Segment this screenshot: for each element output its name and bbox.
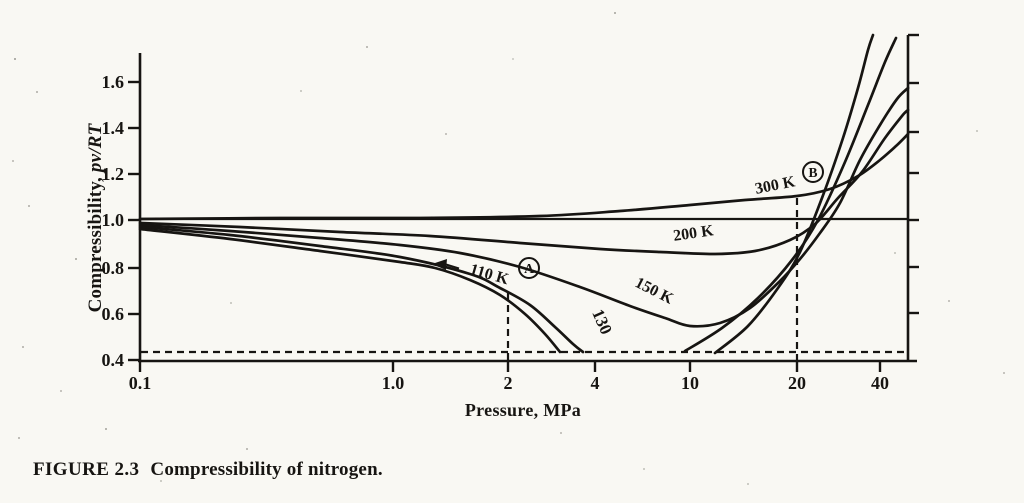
curve-150K (138, 86, 910, 328)
curve-110K-vapor (138, 227, 562, 354)
y-axis-title: Compressibility, pv/RT (83, 88, 109, 348)
y-tick-label-1.4: 1.4 (102, 118, 125, 138)
curve-200K (138, 108, 910, 256)
y-axis-title-math: pv/RT (85, 123, 106, 173)
y-tick-label-0.8: 0.8 (102, 258, 125, 278)
x-tick-label-0.1: 0.1 (129, 373, 152, 393)
curve-300K (138, 132, 910, 221)
figure-number: FIGURE 2.3 (33, 459, 140, 480)
label-200K: 200 K (672, 222, 715, 245)
y-axis-title-text: Compressibility, (85, 172, 106, 313)
label-150K: 150 K (632, 274, 676, 308)
arrow-110K-shaft (445, 263, 460, 270)
x-tick-label-40: 40 (871, 373, 889, 393)
y-tick-label-0.6: 0.6 (102, 304, 125, 324)
caption-text: Compressibility of nitrogen. (150, 459, 383, 480)
state-point-B-circle (802, 161, 824, 183)
x-tick-label-2: 2 (504, 373, 513, 393)
x-tick-label-4: 4 (591, 373, 600, 393)
x-axis-title: Pressure, MPa (464, 400, 582, 420)
curve-110K-liquid (713, 33, 875, 355)
x-tick-label-20: 20 (788, 373, 806, 393)
curve-130-liquid (683, 36, 898, 353)
state-point-A-circle (518, 257, 540, 279)
x-tick-label-1.0: 1.0 (382, 373, 405, 393)
y-tick-label-0.4: 0.4 (102, 350, 125, 370)
arrow-110K-head (432, 259, 447, 270)
label-110K: 110 K (468, 261, 511, 288)
curve-130-vapor (138, 225, 585, 354)
state-point-B-letter: B (808, 165, 817, 180)
state-point-A-letter: A (524, 261, 534, 276)
label-300K: 300 K (754, 173, 797, 198)
x-tick-label-10: 10 (681, 373, 699, 393)
label-130: 130 (588, 306, 616, 337)
y-tick-label-1.0: 1.0 (102, 210, 125, 230)
y-tick-label-1.2: 1.2 (102, 164, 125, 184)
figure-caption: FIGURE 2.3 Compressibility of nitrogen. (33, 459, 383, 481)
y-tick-label-1.6: 1.6 (102, 72, 125, 92)
